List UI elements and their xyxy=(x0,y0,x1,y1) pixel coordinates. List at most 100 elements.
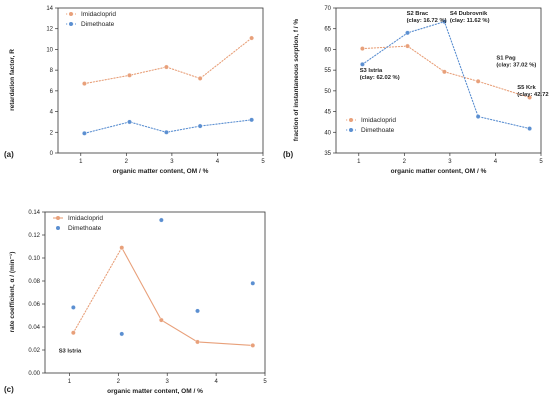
data-point-imidacloprid xyxy=(127,72,132,78)
y-tick-label: 50 xyxy=(324,89,331,95)
data-point-imidacloprid xyxy=(249,35,255,41)
point-annotation: S1 Pag xyxy=(496,55,516,61)
data-point-dimethoate xyxy=(475,114,481,119)
legend-label: Imidacloprid xyxy=(68,215,103,222)
x-tick-label: 4 xyxy=(494,159,498,165)
y-tick-label: 60 xyxy=(324,47,331,53)
legend-label: Imidacloprid xyxy=(81,11,116,18)
data-point-imidacloprid xyxy=(164,64,169,70)
panel-c: 1 2 3 4 5 0.00 0.02 0.04 0.06 0.08 0.10 0.12 0.14 org… xyxy=(4,210,267,395)
data-point-imidacloprid xyxy=(405,43,410,49)
point-annotation: (clay: 42.72 %) xyxy=(517,92,550,98)
x-tick-label: 1 xyxy=(68,379,72,385)
legend-label: Dimethoate xyxy=(81,21,115,28)
point-annotation: (clay: 16.72 %) xyxy=(407,18,447,24)
data-point-imidacloprid xyxy=(158,317,164,323)
x-tick-label: 4 xyxy=(214,379,218,385)
x-tick-label: 5 xyxy=(263,379,267,385)
x-tick-label: 3 xyxy=(166,379,170,385)
data-point-dimethoate xyxy=(127,119,132,125)
y-tick-label: 40 xyxy=(324,130,331,136)
data-point-imidacloprid xyxy=(119,245,125,251)
data-point-imidacloprid xyxy=(197,76,203,81)
x-tick-label: 2 xyxy=(403,159,407,165)
legend-marker xyxy=(56,226,60,230)
y-tick-label: 0.14 xyxy=(28,210,40,216)
point-annotation: (clay: 62.02 %) xyxy=(360,75,400,81)
legend-marker xyxy=(69,12,73,16)
x-tick-label: 1 xyxy=(79,159,83,165)
y-tick-label: 70 xyxy=(324,6,331,12)
data-point-imidacloprid xyxy=(475,78,481,84)
y-axis-label: fraction of instantaneous sorption, f / … xyxy=(293,19,300,142)
data-point-dimethoate xyxy=(197,123,203,129)
x-tick-label: 2 xyxy=(125,159,129,165)
y-tick-label: 0.00 xyxy=(28,371,40,377)
data-point-dimethoate xyxy=(158,217,164,223)
point-annotation: (clay: 37.02 %) xyxy=(496,62,536,68)
y-tick-label: 0.04 xyxy=(28,325,40,331)
y-tick-label: 12 xyxy=(46,27,53,33)
plot-frame xyxy=(57,7,264,154)
y-tick-label: 4 xyxy=(50,110,54,116)
y-tick-label: 35 xyxy=(324,151,331,157)
y-tick-label: 0.08 xyxy=(28,279,40,285)
data-point-dimethoate xyxy=(82,130,87,136)
data-point-imidacloprid xyxy=(195,339,200,345)
legend-label: Dimethoate xyxy=(361,127,395,134)
y-tick-label: 0.02 xyxy=(28,348,40,354)
panel-label: (b) xyxy=(283,150,294,159)
legend-label: Dimethoate xyxy=(68,225,102,232)
legend: Imidacloprid Dimethoate xyxy=(66,11,116,28)
point-annotation: S2 Brac xyxy=(407,11,429,17)
y-tick-label: 0.10 xyxy=(28,256,40,262)
x-tick-label: 5 xyxy=(261,159,265,165)
y-tick-label: 6 xyxy=(50,89,54,95)
panel-label: (c) xyxy=(4,385,14,394)
y-tick-label: 65 xyxy=(324,27,331,33)
x-tick-label: 3 xyxy=(170,159,174,165)
y-tick-label: 2 xyxy=(50,130,54,136)
y-axis-label: retardation factor, R xyxy=(9,49,16,111)
y-tick-label: 8 xyxy=(50,68,54,74)
data-point-dimethoate xyxy=(360,61,365,67)
data-point-dimethoate xyxy=(164,129,169,135)
data-point-dimethoate xyxy=(119,331,125,337)
legend-label: Imidacloprid xyxy=(361,117,396,124)
data-point-dimethoate xyxy=(195,308,200,314)
x-tick-label: 5 xyxy=(539,159,543,165)
y-tick-label: 55 xyxy=(324,68,331,74)
legend-marker xyxy=(349,128,353,132)
x-axis-label: organic matter content, OM / % xyxy=(113,168,209,175)
legend: Imidacloprid Dimethoate xyxy=(346,117,396,134)
plot-frame xyxy=(335,7,542,154)
point-annotation: S5 Krk xyxy=(517,85,536,91)
series-line-imidacloprid-dotted xyxy=(72,247,123,334)
data-point-dimethoate xyxy=(250,280,256,286)
legend: Imidacloprid Dimethoate xyxy=(53,215,103,232)
point-annotation: (clay: 11.62 %) xyxy=(450,18,490,24)
x-tick-label: 1 xyxy=(357,159,361,165)
x-axis-label: organic matter content, OM / % xyxy=(107,388,203,395)
plot-frame xyxy=(44,211,266,374)
data-point-imidacloprid xyxy=(442,69,447,75)
legend-marker xyxy=(349,118,353,122)
series-line-imidacloprid xyxy=(83,37,253,85)
data-point-imidacloprid xyxy=(82,81,87,87)
y-tick-label: 0.12 xyxy=(28,233,40,239)
point-annotation: S3 Istria xyxy=(360,68,383,74)
data-point-imidacloprid xyxy=(70,330,76,336)
point-annotation: S4 Dubrovnik xyxy=(450,11,488,17)
x-tick-label: 3 xyxy=(448,159,452,165)
panel-label: (a) xyxy=(4,150,14,159)
data-point-dimethoate xyxy=(442,19,447,25)
data-point-dimethoate xyxy=(527,126,533,131)
y-axis-label: rate coefficient, α / (min⁻¹) xyxy=(9,252,16,333)
y-tick-label: 0.06 xyxy=(28,302,40,308)
y-tick-label: 14 xyxy=(46,6,53,12)
data-point-imidacloprid xyxy=(527,95,533,100)
series-line-imidacloprid-solid xyxy=(121,247,253,346)
data-point-dimethoate xyxy=(70,305,76,310)
